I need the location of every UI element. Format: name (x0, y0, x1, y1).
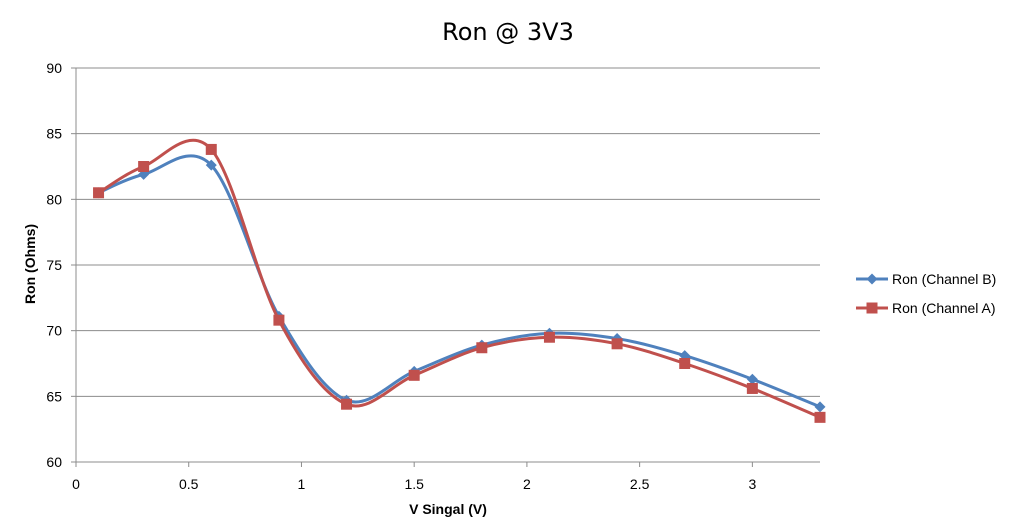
y-tick-label: 85 (46, 126, 62, 142)
y-tick-label: 90 (46, 60, 62, 76)
x-tick-label: 1.5 (404, 476, 424, 492)
y-tick-label: 80 (46, 191, 62, 207)
x-tick-label: 0 (72, 476, 80, 492)
y-tick-label: 70 (46, 323, 62, 339)
y-axis-label: Ron (Ohms) (22, 224, 38, 304)
data-point (746, 373, 758, 385)
x-tick-labels: 0 0.5 1 1.5 2 2.5 3 (72, 476, 756, 492)
legend-marker (866, 273, 878, 285)
data-point (205, 143, 217, 155)
data-point (543, 331, 555, 343)
data-point (611, 338, 623, 350)
data-point (814, 401, 826, 413)
data-point (138, 161, 150, 172)
data-point (679, 358, 691, 369)
data-point (93, 187, 105, 199)
legend-item: Ron (Channel B) (856, 271, 996, 287)
data-point (814, 411, 826, 423)
y-tick-label: 60 (46, 454, 62, 470)
data-point (205, 159, 217, 171)
legend-item: Ron (Channel A) (856, 300, 996, 316)
series-line (97, 138, 821, 419)
x-tick-label: 1 (298, 476, 306, 492)
chart-title: Ron @ 3V3 (442, 18, 574, 46)
data-point (746, 382, 758, 394)
axes (71, 67, 820, 467)
data-point (341, 398, 353, 410)
gridlines (76, 67, 820, 397)
series-line (97, 154, 821, 409)
y-tick-labels: 60 65 70 75 80 85 90 (46, 60, 62, 470)
data-point (273, 314, 285, 326)
legend-label: Ron (Channel A) (892, 300, 996, 316)
data-point (476, 342, 488, 354)
series-channel-a (93, 138, 826, 423)
legend: Ron (Channel B) Ron (Channel A) (856, 271, 996, 316)
x-tick-label: 2 (523, 476, 531, 492)
y-tick-label: 65 (46, 388, 62, 404)
x-tick-label: 3 (748, 476, 756, 492)
x-tick-label: 2.5 (630, 476, 650, 492)
x-axis-label: V Singal (V) (409, 501, 487, 517)
x-tick-label: 0.5 (179, 476, 199, 492)
data-point (408, 369, 420, 381)
y-tick-label: 75 (46, 257, 62, 273)
series-group (93, 138, 826, 423)
legend-label: Ron (Channel B) (892, 271, 996, 287)
legend-marker (866, 302, 878, 314)
